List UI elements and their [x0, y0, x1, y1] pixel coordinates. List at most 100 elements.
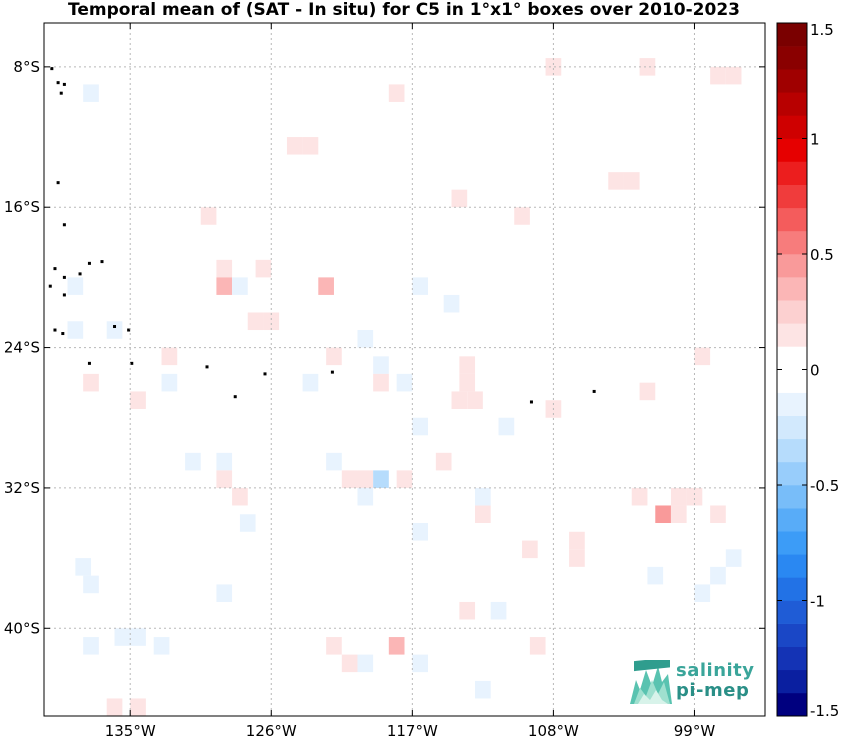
- plot-frame: [43, 22, 766, 717]
- data-cell: [161, 347, 178, 366]
- colorbar-segment: [777, 92, 807, 116]
- data-cell: [725, 549, 742, 567]
- data-cell: [412, 277, 429, 295]
- data-cell: [655, 505, 671, 524]
- data-cell: [302, 373, 319, 392]
- colorbar: 1.5 1 0.5 0 -0.5 -1 -1.5: [776, 21, 839, 720]
- data-cells: [67, 58, 742, 716]
- data-cell: [75, 558, 92, 576]
- data-cell: [161, 373, 178, 392]
- colorbar-segment: [777, 207, 807, 232]
- data-cell: [286, 137, 303, 155]
- island-marker: [130, 361, 134, 365]
- colorbar-tick-label: 1.5: [810, 21, 834, 39]
- colorbar-segment: [777, 646, 807, 671]
- data-cell: [185, 452, 201, 471]
- data-cell: [396, 373, 413, 392]
- data-cell: [239, 514, 256, 532]
- colorbar-segment: [777, 161, 807, 185]
- y-tick-label: 16°S: [4, 198, 40, 216]
- island-marker: [62, 223, 66, 227]
- colorbar-segment: [777, 69, 807, 93]
- data-cell: [694, 584, 711, 602]
- island-markers: [48, 67, 596, 404]
- island-marker: [53, 328, 57, 332]
- y-tick-label: 8°S: [13, 58, 40, 76]
- data-cell: [247, 312, 264, 331]
- data-cell: [357, 330, 374, 348]
- data-cell: [569, 531, 585, 550]
- data-cell: [357, 470, 374, 488]
- island-marker: [529, 400, 533, 404]
- data-cell: [459, 373, 476, 392]
- island-marker: [62, 275, 66, 279]
- island-marker: [592, 389, 596, 393]
- island-marker: [87, 261, 91, 265]
- data-cell: [694, 347, 711, 366]
- colorbar-segment: [777, 392, 807, 416]
- colorbar-segment: [777, 669, 807, 694]
- x-tick-label: 135°W: [105, 722, 156, 740]
- plot-background: [44, 23, 765, 716]
- colorbar-segment: [777, 230, 807, 255]
- island-marker: [87, 361, 91, 365]
- data-cell: [83, 637, 99, 655]
- data-cell: [467, 391, 483, 409]
- y-tick-label: 32°S: [4, 479, 40, 497]
- colorbar-segment: [777, 23, 807, 47]
- data-cell: [396, 470, 413, 488]
- island-marker: [78, 272, 82, 276]
- data-cell: [373, 470, 389, 488]
- data-cell: [710, 505, 726, 524]
- data-cell: [443, 294, 460, 313]
- data-cell: [514, 207, 530, 225]
- data-cell: [373, 373, 389, 392]
- data-cell: [326, 452, 342, 471]
- salinity-pimep-logo: salinity pi-mep: [626, 660, 756, 708]
- colorbar-segment: [777, 115, 807, 139]
- data-cell: [200, 207, 217, 225]
- colorbar-segment: [777, 184, 807, 209]
- data-cell: [130, 628, 146, 646]
- island-marker: [56, 181, 60, 185]
- data-cell: [216, 470, 233, 488]
- data-cell: [725, 66, 742, 85]
- colorbar-tick-label: -0.5: [810, 477, 839, 495]
- island-marker: [62, 82, 66, 86]
- data-cell: [357, 487, 374, 506]
- colorbar-tick-label: 0: [810, 362, 820, 380]
- x-axis: 135°W 126°W 117°W 108°W 99°W: [105, 23, 715, 740]
- colorbar-segment: [777, 485, 807, 509]
- colorbar-segment: [777, 415, 807, 440]
- data-cell: [326, 637, 342, 655]
- data-cell: [670, 505, 687, 524]
- pimep-wave-icon: [630, 660, 672, 704]
- data-cell: [83, 373, 99, 392]
- colorbar-segment: [777, 346, 807, 370]
- data-cell: [686, 487, 703, 506]
- colorbar-segment: [777, 461, 807, 486]
- data-cell: [326, 347, 342, 366]
- data-cell: [490, 601, 507, 620]
- data-cell: [475, 505, 491, 524]
- data-cell: [639, 58, 656, 76]
- data-cell: [357, 654, 374, 673]
- data-cell: [670, 487, 687, 506]
- data-cell: [608, 172, 624, 190]
- colorbar-segment: [777, 531, 807, 555]
- colorbar-segment: [777, 323, 807, 347]
- data-cell: [373, 356, 389, 374]
- island-marker: [233, 395, 237, 399]
- colorbar-segment: [777, 277, 807, 301]
- data-cell: [459, 601, 476, 620]
- data-cell: [130, 391, 146, 409]
- data-cell: [710, 566, 726, 585]
- data-cell: [318, 277, 334, 295]
- data-cell: [529, 637, 546, 655]
- y-tick-label: 24°S: [4, 339, 40, 357]
- y-tick-label: 40°S: [4, 619, 40, 637]
- data-cell: [498, 417, 515, 436]
- data-cell: [302, 137, 319, 155]
- island-marker: [330, 370, 334, 374]
- island-marker: [113, 325, 117, 329]
